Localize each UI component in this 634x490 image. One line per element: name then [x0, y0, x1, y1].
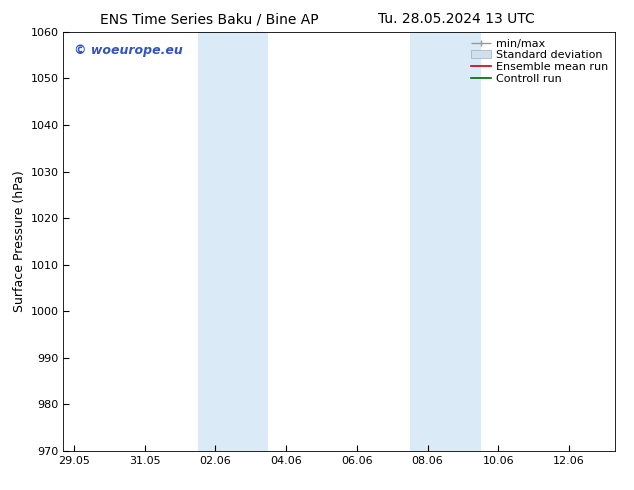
- Text: Tu. 28.05.2024 13 UTC: Tu. 28.05.2024 13 UTC: [378, 12, 535, 26]
- Y-axis label: Surface Pressure (hPa): Surface Pressure (hPa): [13, 171, 26, 312]
- Text: © woeurope.eu: © woeurope.eu: [74, 45, 183, 57]
- Bar: [198, 32, 268, 451]
- Legend: min/max, Standard deviation, Ensemble mean run, Controll run: min/max, Standard deviation, Ensemble me…: [467, 35, 612, 87]
- Bar: [410, 32, 481, 451]
- Text: ENS Time Series Baku / Bine AP: ENS Time Series Baku / Bine AP: [100, 12, 318, 26]
